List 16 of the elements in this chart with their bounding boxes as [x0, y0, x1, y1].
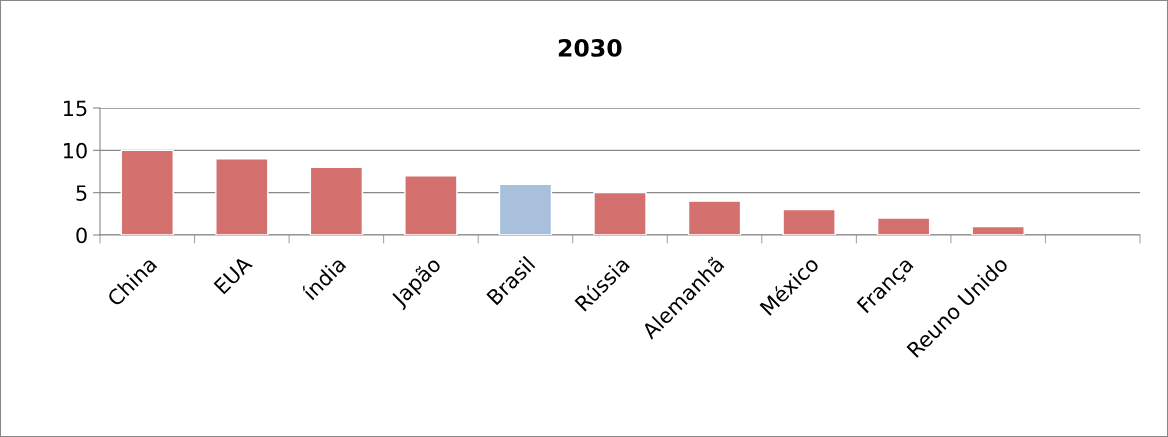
bar — [404, 175, 458, 235]
y-tick-label: 15 — [63, 100, 87, 117]
bar — [215, 158, 269, 235]
chart-title: 2030 — [558, 38, 622, 57]
bar — [687, 200, 742, 235]
bar — [309, 166, 364, 235]
y-tick-label: 0 — [76, 227, 87, 244]
y-tick-label: 10 — [63, 142, 87, 159]
bar — [593, 191, 647, 235]
y-tick-label: 5 — [76, 185, 87, 201]
x-tick-label: EUA — [213, 255, 254, 295]
bar — [971, 225, 1025, 235]
bar — [782, 208, 836, 235]
bar — [876, 217, 931, 235]
bar — [120, 149, 174, 235]
bar — [498, 183, 553, 235]
